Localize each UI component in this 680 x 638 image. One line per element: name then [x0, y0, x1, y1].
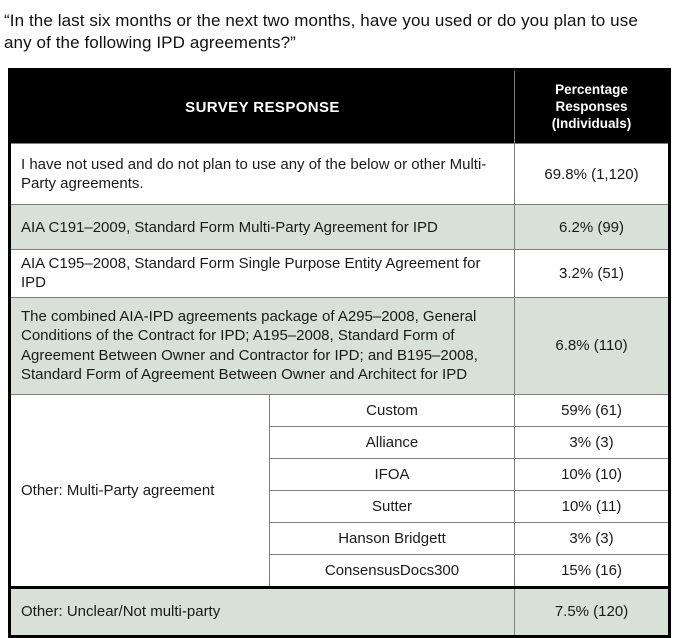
response-cell: Other: Unclear/Not multi-party: [8, 585, 516, 637]
response-cell: I have not used and do not plan to use a…: [8, 143, 516, 206]
value-cell: 15% (16): [514, 553, 671, 588]
value-cell: 6.8% (110): [514, 296, 671, 395]
value-cell: 3% (3): [514, 425, 671, 459]
table-row-combined-package: The combined AIA-IPD agreements package …: [8, 296, 671, 395]
column-header-percentage-responses: Percentage Responses (Individuals): [514, 69, 671, 145]
table-row-other-alliance: Alliance 3% (3): [10, 425, 671, 459]
subitem-cell: Custom: [268, 393, 516, 427]
page: { "title": "\u201CIn the last six months…: [0, 10, 680, 638]
subitem-cell: Alliance: [268, 425, 516, 459]
response-cell: The combined AIA-IPD agreements package …: [8, 296, 516, 395]
response-cell: AIA C191–2009, Standard Form Multi-Party…: [8, 204, 516, 251]
table-row-not-used: I have not used and do not plan to use a…: [8, 143, 671, 206]
header-row: SURVEY RESPONSE Percentage Responses (In…: [8, 69, 671, 145]
subitem-cell: Sutter: [268, 489, 516, 523]
table-row-aia-c191: AIA C191–2009, Standard Form Multi-Party…: [8, 204, 671, 251]
group-label-cell-other-multi-party: Other: Multi-Party agreement: [9, 393, 270, 588]
value-cell: 69.8% (1,120): [514, 143, 671, 206]
table-row-other-hanson-bridgett: Hanson Bridgett 3% (3): [10, 521, 671, 555]
column-header-survey-response: SURVEY RESPONSE: [8, 69, 516, 145]
value-cell: 7.5% (120): [514, 585, 671, 637]
subitem-cell: Hanson Bridgett: [268, 521, 516, 555]
table-row-other-consensusdocs300: ConsensusDocs300 15% (16): [10, 553, 671, 588]
value-cell: 59% (61): [514, 393, 671, 427]
table-row-other-unclear: Other: Unclear/Not multi-party 7.5% (120…: [8, 585, 671, 637]
response-cell: AIA C195–2008, Standard Form Single Purp…: [8, 249, 516, 298]
subitem-cell: IFOA: [268, 457, 516, 491]
table-row-other-custom: Other: Multi-Party agreement Custom 59% …: [9, 393, 671, 588]
table-row-other-sutter: Sutter 10% (11): [10, 489, 671, 523]
value-cell: 6.2% (99): [514, 204, 671, 251]
subitem-cell: ConsensusDocs300: [268, 553, 516, 588]
value-cell: 3% (3): [514, 521, 671, 555]
value-cell: 3.2% (51): [514, 249, 671, 298]
survey-results-table: SURVEY RESPONSE Percentage Responses (In…: [8, 68, 672, 638]
survey-question-title: “In the last six months or the next two …: [4, 11, 638, 53]
table-row-aia-c195: AIA C195–2008, Standard Form Single Purp…: [8, 249, 671, 298]
survey-results-page: “In the last six months or the next two …: [0, 10, 680, 638]
value-cell: 10% (10): [514, 457, 671, 491]
value-cell: 10% (11): [514, 489, 671, 523]
